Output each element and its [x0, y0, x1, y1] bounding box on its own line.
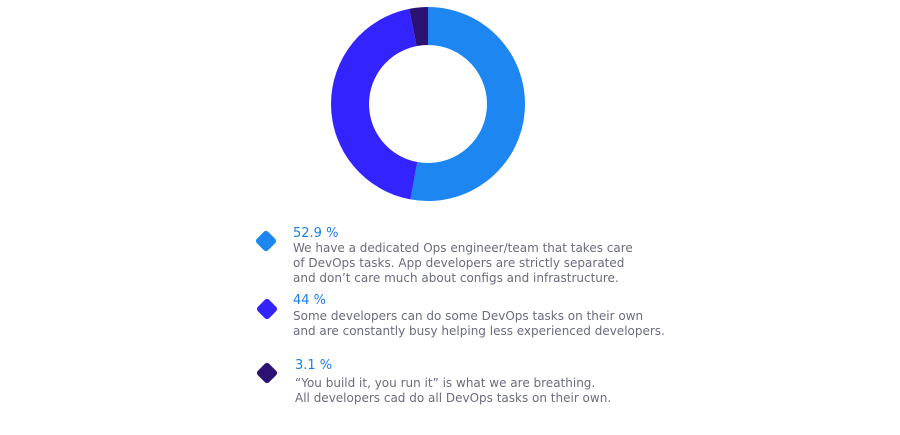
donut-slice-you-build-it [409, 7, 428, 47]
donut-slice-dedicated-ops [410, 7, 526, 201]
legend-value-you-build-it: 3.1 % [295, 358, 333, 373]
donut-slice-some-developers [331, 8, 418, 200]
legend-description-dedicated-ops: We have a dedicated Ops engineer/team th… [293, 241, 633, 285]
legend-value-some-developers: 44 % [293, 293, 327, 308]
legend-description-you-build-it: “You build it, you run it” is what we ar… [295, 376, 612, 405]
legend-value-dedicated-ops: 52.9 % [293, 226, 339, 241]
legend-description-some-developers: Some developers can do some DevOps tasks… [293, 309, 665, 338]
